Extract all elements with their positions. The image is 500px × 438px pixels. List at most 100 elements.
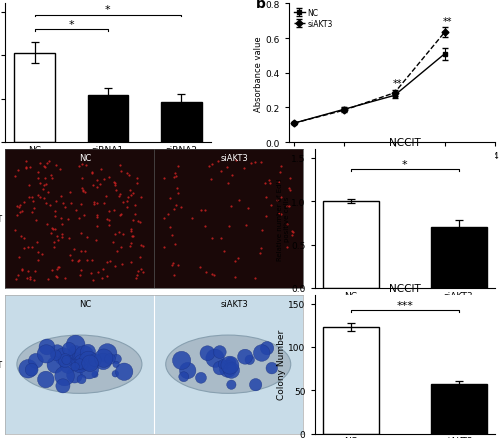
Point <box>204 350 212 357</box>
Point <box>12 276 20 283</box>
Point <box>125 172 133 179</box>
Point <box>43 343 51 350</box>
Point <box>267 202 275 209</box>
Point <box>110 207 118 214</box>
Point <box>174 185 182 192</box>
Point <box>110 179 118 186</box>
Point <box>26 274 34 281</box>
Point <box>34 192 42 199</box>
Point <box>285 185 293 192</box>
Point <box>216 349 224 356</box>
Point <box>106 217 114 224</box>
Point <box>120 231 128 238</box>
Point <box>96 166 104 173</box>
Title: NCCIT: NCCIT <box>92 0 124 2</box>
Point <box>94 212 102 219</box>
Point <box>78 376 86 383</box>
Point <box>250 275 258 282</box>
Point <box>58 233 66 240</box>
Point <box>262 194 270 201</box>
Point <box>134 272 141 279</box>
Point <box>112 361 120 368</box>
Point <box>88 277 96 284</box>
Point <box>25 194 33 201</box>
Point <box>224 365 232 372</box>
Point <box>64 215 72 223</box>
Point <box>96 181 104 188</box>
Point <box>219 361 227 368</box>
Point <box>275 179 283 186</box>
Point <box>90 182 98 189</box>
Point <box>170 272 178 279</box>
Point <box>289 229 297 236</box>
Point <box>54 233 62 240</box>
Point <box>258 245 266 252</box>
Y-axis label: Relative number of EdU
positive cells: Relative number of EdU positive cells <box>277 178 290 260</box>
Point <box>75 163 83 170</box>
Point <box>42 201 50 208</box>
Point <box>18 265 25 272</box>
Point <box>128 233 136 240</box>
Point <box>117 211 125 218</box>
Point <box>52 352 60 359</box>
Title: NCCIT: NCCIT <box>376 0 408 2</box>
Point <box>11 227 19 234</box>
Point <box>28 366 36 373</box>
Point <box>129 217 137 224</box>
Point <box>77 248 85 255</box>
Point <box>127 259 135 266</box>
Point <box>60 353 68 360</box>
Title: NCCIT: NCCIT <box>389 138 420 148</box>
Point <box>160 215 168 222</box>
Point <box>28 194 36 201</box>
Point <box>28 244 36 251</box>
Point <box>131 202 139 209</box>
Point <box>218 235 226 242</box>
Point <box>50 226 58 233</box>
Point <box>208 177 216 184</box>
Point <box>124 198 132 205</box>
Point <box>10 173 18 180</box>
Point <box>29 198 37 205</box>
Point <box>260 180 268 187</box>
Text: NCCIT: NCCIT <box>0 215 2 223</box>
Point <box>102 216 110 223</box>
Point <box>228 367 235 374</box>
Y-axis label: Absorbance value: Absorbance value <box>254 36 263 111</box>
Point <box>82 162 90 169</box>
Point <box>105 174 113 181</box>
Point <box>46 202 54 209</box>
Point <box>52 266 60 273</box>
Point <box>59 201 67 208</box>
Point <box>93 184 101 191</box>
Point <box>168 261 176 268</box>
Point <box>170 240 178 247</box>
Point <box>80 212 88 219</box>
Point <box>116 212 124 219</box>
Point <box>88 258 96 265</box>
Bar <box>88 96 128 143</box>
Point <box>48 225 56 232</box>
Point <box>98 266 106 273</box>
Point <box>30 205 38 212</box>
Point <box>136 219 144 226</box>
Point <box>32 217 40 224</box>
Point <box>204 163 212 170</box>
Point <box>102 258 110 265</box>
Point <box>112 231 120 238</box>
Text: *: * <box>68 20 74 30</box>
Point <box>113 248 121 255</box>
Point <box>111 262 119 269</box>
Point <box>284 244 292 251</box>
Point <box>118 261 126 268</box>
Point <box>59 382 67 389</box>
Point <box>57 193 65 200</box>
Point <box>134 268 142 275</box>
Point <box>32 357 40 364</box>
Point <box>36 161 44 168</box>
Point <box>22 165 30 172</box>
Point <box>139 243 147 250</box>
Point <box>80 352 88 359</box>
Point <box>230 258 238 265</box>
Point <box>61 357 69 364</box>
